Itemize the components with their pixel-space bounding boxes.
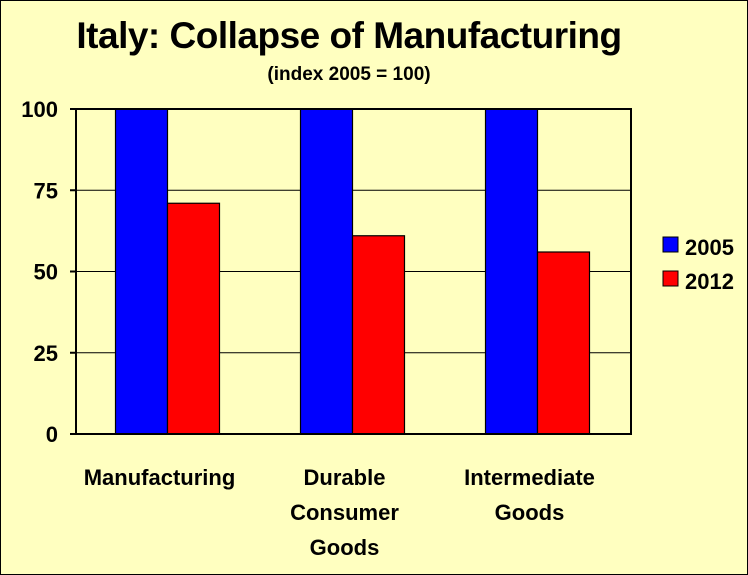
bar-2005-0 [114,108,169,435]
x-category-label: Consumer [290,500,399,525]
x-category-label: Goods [495,500,565,525]
y-tick-label: 50 [34,260,58,285]
y-tick-label: 25 [34,341,58,366]
bar-2005-1 [299,108,354,435]
bar-2012-0 [166,202,221,435]
bar-2012-1 [351,235,406,435]
x-category-label: Intermediate [464,465,595,490]
x-category-label: Goods [310,535,380,560]
x-category-label: Durable [304,465,386,490]
chart-subtitle: (index 2005 = 100) [267,64,431,85]
legend-swatch-2005 [662,236,679,253]
bar-2012-2 [536,251,591,435]
chart-title: Italy: Collapse of Manufacturing [76,15,622,56]
legend-swatch-2012 [662,270,679,287]
x-category-label: Manufacturing [84,465,236,490]
legend-label-2012: 2012 [685,269,734,294]
bar-2005-2 [484,108,539,435]
legend-label-2005: 2005 [685,235,734,260]
y-tick-label: 75 [34,178,58,203]
y-tick-label: 0 [46,422,58,447]
y-tick-label: 100 [21,97,58,122]
